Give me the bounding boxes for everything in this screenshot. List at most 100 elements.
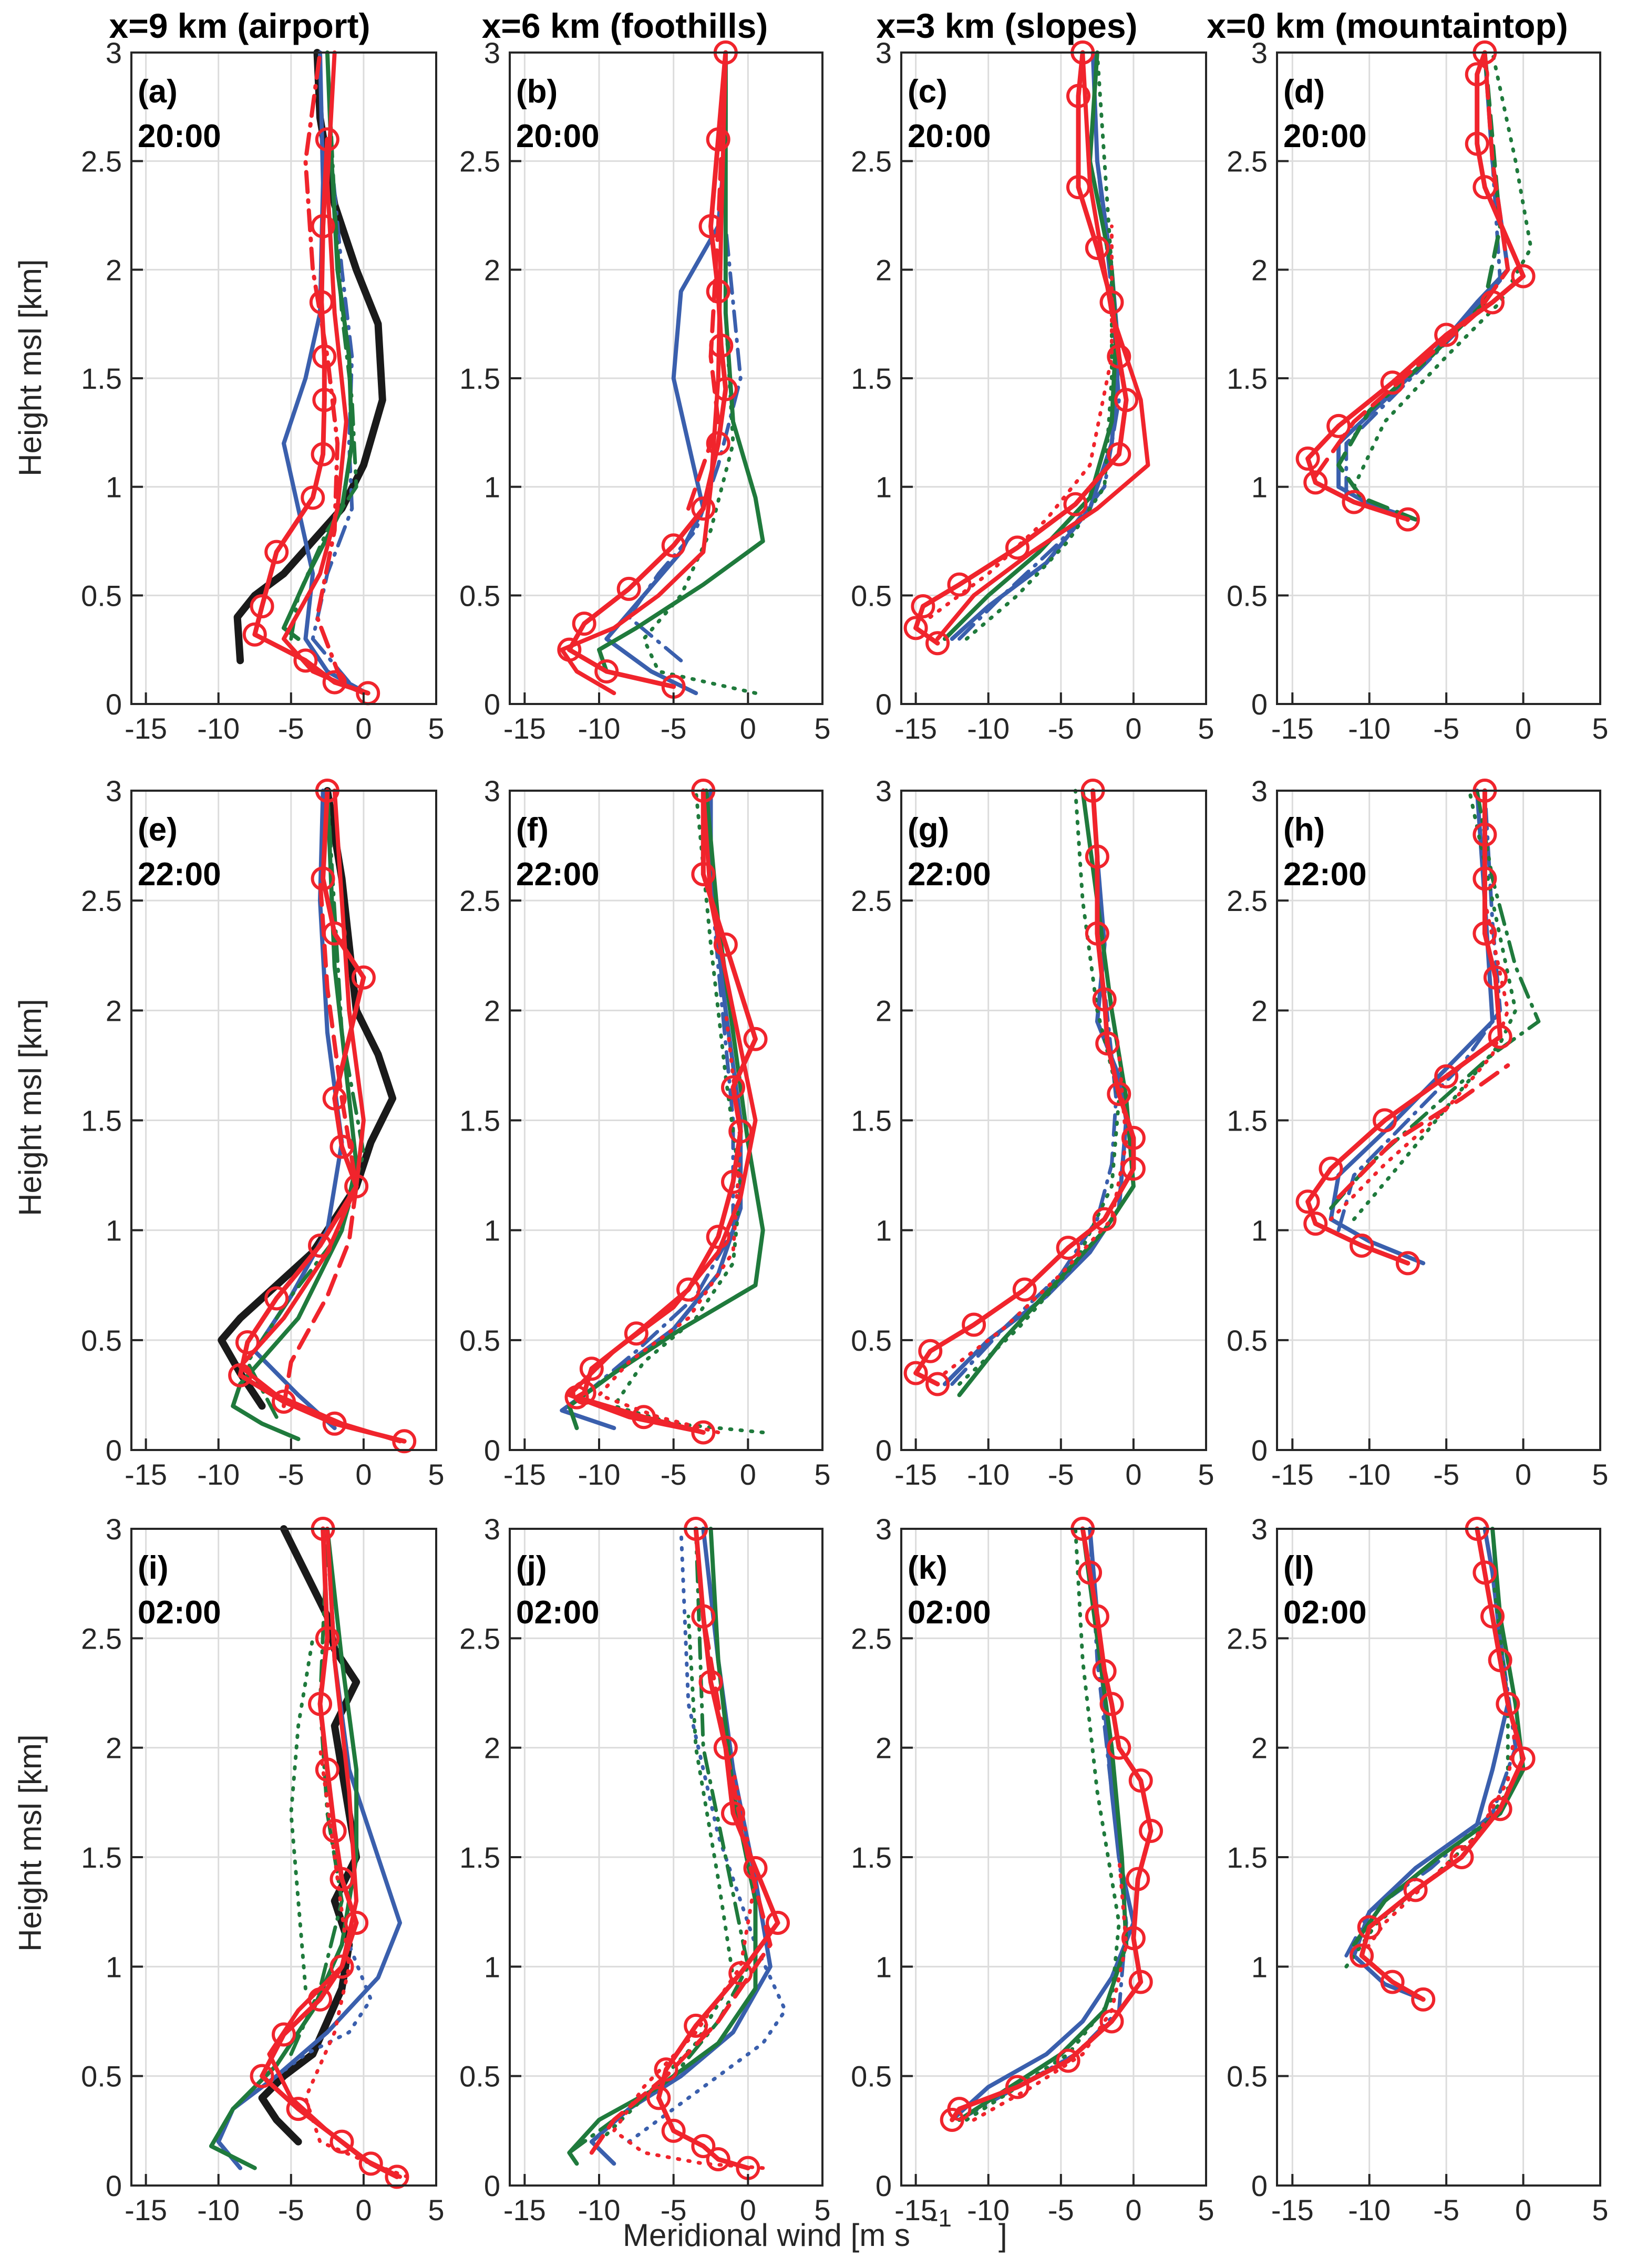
- x-tick-label: -15: [1271, 2193, 1314, 2226]
- data-point-marker: [1092, 1659, 1117, 1683]
- x-tick-label: -10: [197, 2193, 240, 2226]
- data-point-marker: [1473, 1560, 1497, 1585]
- panel-label: (a): [138, 74, 178, 110]
- x-tick-label: 0: [740, 1458, 756, 1491]
- data-point-marker: [1092, 987, 1117, 1012]
- panel-time: 22:00: [1283, 856, 1367, 893]
- data-point-marker: [272, 1389, 296, 1414]
- data-point-marker: [322, 1086, 347, 1111]
- data-point-marker: [1303, 1211, 1328, 1236]
- x-tick-label: 0: [355, 1458, 372, 1491]
- data-point-marker: [632, 1405, 656, 1430]
- y-tick-label: 1: [484, 1950, 500, 1983]
- y-tick-label: 2.5: [81, 1622, 122, 1655]
- data-point-marker: [728, 1961, 753, 1985]
- data-point-marker: [1434, 323, 1459, 347]
- y-tick-label: 0: [106, 688, 122, 721]
- x-tick-label: -5: [661, 712, 687, 745]
- data-point-marker: [264, 540, 289, 564]
- series-sim-red-circles: [950, 1526, 1154, 2122]
- x-tick-label: -10: [1348, 2193, 1391, 2226]
- y-tick-label: 3: [1251, 774, 1268, 807]
- y-tick-label: 2.5: [459, 1622, 500, 1655]
- y-tick-label: 0.5: [1227, 2060, 1268, 2093]
- panel-time: 22:00: [516, 856, 600, 893]
- series-sim-green-dotted: [612, 789, 765, 1434]
- data-point-marker: [1342, 490, 1366, 514]
- data-point-marker: [1095, 1031, 1120, 1056]
- ylabel-row-3: Height msl [km]: [13, 1734, 48, 1951]
- panel-label: (d): [1283, 74, 1325, 110]
- x-tick-label: 0: [355, 712, 372, 745]
- series-sim-red-dotted: [612, 1767, 765, 2170]
- data-point-marker: [1107, 442, 1131, 467]
- x-tick-label: 5: [1198, 2193, 1214, 2226]
- series-sim-green-solid: [282, 50, 354, 641]
- series-sim-green-dotted: [642, 50, 757, 695]
- data-point-marker: [691, 1420, 716, 1445]
- y-tick-label: 1.5: [459, 362, 500, 395]
- y-tick-label: 1: [1251, 471, 1268, 504]
- data-point-marker: [661, 2118, 686, 2143]
- data-point-marker: [691, 496, 716, 521]
- data-point-marker: [228, 1363, 253, 1387]
- data-point-marker: [713, 932, 738, 957]
- data-point-marker: [1092, 1207, 1117, 1231]
- y-tick-label: 0: [484, 1434, 500, 1467]
- y-tick-label: 0.5: [459, 579, 500, 612]
- y-tick-label: 1.5: [1227, 362, 1268, 395]
- series-sim-green-dashdot: [1329, 789, 1541, 1210]
- series-sim-red-circles: [1359, 1526, 1526, 2002]
- column-titles: x=9 km (airport) x=6 km (foothills) x=3 …: [109, 6, 1568, 45]
- series-sim-green-dotted: [964, 50, 1114, 641]
- panel-time: 20:00: [1283, 118, 1367, 154]
- series-sim-green-solid: [1352, 1527, 1526, 1947]
- data-point-marker: [358, 2151, 383, 2176]
- series-sim-red-circles: [260, 1526, 399, 2179]
- data-point-marker: [1128, 1970, 1153, 1994]
- x-tick-label: -15: [894, 712, 937, 745]
- y-tick-label: 2: [484, 994, 500, 1027]
- x-tick-label: 0: [1125, 1458, 1141, 1491]
- y-tick-label: 2: [1251, 994, 1268, 1027]
- series-sim-blue-dashdot: [582, 789, 735, 1397]
- data-point-marker: [1056, 2048, 1080, 2073]
- data-point-marker: [728, 1119, 753, 1144]
- series-sim-red-dashdot: [303, 50, 344, 685]
- series-sim-red-circles: [574, 788, 758, 1435]
- y-tick-label: 3: [484, 1513, 500, 1546]
- data-point-marker: [330, 1867, 354, 1891]
- x-tick-label: 0: [1125, 712, 1141, 745]
- series-sim-red-dotted: [943, 1052, 1128, 1375]
- data-point-marker: [1488, 1024, 1512, 1049]
- y-tick-label: 1.5: [1227, 1841, 1268, 1874]
- data-point-marker: [1126, 1867, 1150, 1891]
- y-tick-label: 1.5: [81, 1104, 122, 1137]
- column-title-foothills: x=6 km (foothills): [482, 6, 768, 45]
- data-point-marker: [594, 659, 619, 683]
- panel-label: (b): [516, 74, 558, 110]
- series-sim-green-solid: [942, 50, 1118, 641]
- data-point-marker: [1403, 1878, 1428, 1902]
- y-tick-label: 2.5: [1227, 884, 1268, 917]
- y-tick-label: 1.5: [81, 362, 122, 395]
- data-point-marker: [1107, 1082, 1131, 1106]
- y-tick-label: 3: [876, 36, 892, 69]
- y-tick-label: 3: [876, 1513, 892, 1546]
- data-point-marker: [1107, 344, 1131, 369]
- y-tick-label: 2: [484, 1732, 500, 1765]
- data-point-marker: [1099, 1692, 1124, 1716]
- series-sim-red-circles: [238, 788, 407, 1444]
- x-tick-label: -5: [1048, 2193, 1074, 2226]
- panel-g: -15 -10 -5 0 5 0 0.5 1 1.5 2 2.5 3 (g) 22:00: [851, 774, 1214, 1491]
- data-point-marker: [911, 594, 935, 618]
- y-tick-label: 3: [876, 774, 892, 807]
- ylabel-row-1: Height msl [km]: [13, 259, 48, 476]
- panel-time: 02:00: [1283, 1594, 1367, 1631]
- panel-label: (j): [516, 1550, 547, 1586]
- data-point-marker: [947, 2097, 972, 2121]
- panel-c: -15 -10 -5 0 5 0 0.5 1 1.5 2 2.5 3 (c) 20:00: [851, 36, 1214, 745]
- data-point-marker: [330, 1954, 354, 1979]
- y-tick-label: 1: [106, 1214, 122, 1247]
- series-sim-blue-solid: [216, 1527, 402, 2170]
